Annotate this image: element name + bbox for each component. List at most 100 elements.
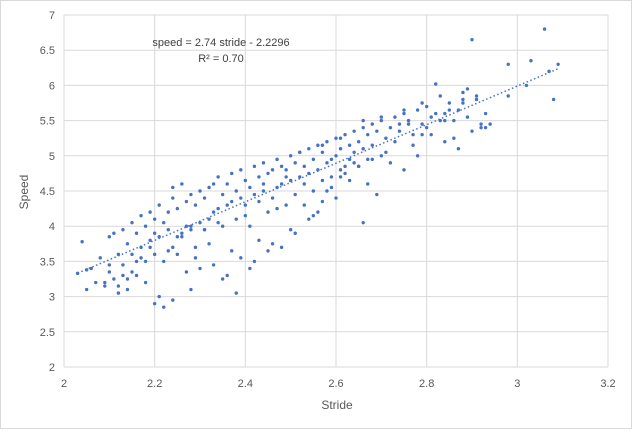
y-tick-label: 2.5 bbox=[40, 327, 55, 339]
scatter-point bbox=[465, 115, 470, 119]
scatter-point bbox=[465, 87, 470, 91]
scatter-point bbox=[94, 280, 98, 285]
scatter-point bbox=[325, 161, 329, 165]
scatter-point bbox=[370, 157, 374, 162]
scatter-point bbox=[275, 185, 279, 190]
data-points bbox=[75, 27, 560, 309]
scatter-point bbox=[193, 256, 198, 260]
scatter-point bbox=[220, 192, 225, 197]
y-tick-label: 3 bbox=[49, 292, 55, 304]
scatter-point bbox=[211, 182, 216, 186]
scatter-point bbox=[252, 192, 257, 197]
scatter-point bbox=[225, 203, 229, 207]
y-tick-label: 4.5 bbox=[40, 186, 55, 198]
scatter-point bbox=[107, 235, 112, 239]
scatter-point bbox=[266, 171, 270, 176]
scatter-point bbox=[447, 108, 452, 112]
scatter-point bbox=[334, 154, 338, 158]
scatter-point bbox=[316, 143, 320, 147]
scatter-point bbox=[261, 182, 266, 186]
scatter-point bbox=[148, 245, 152, 250]
scatter-point bbox=[474, 97, 479, 102]
y-tick-label: 5.5 bbox=[40, 116, 55, 128]
scatter-point bbox=[207, 242, 211, 246]
scatter-point bbox=[89, 266, 93, 271]
scatter-point bbox=[452, 118, 456, 123]
scatter-point bbox=[261, 189, 266, 193]
scatter-point bbox=[284, 168, 288, 172]
scatter-point bbox=[112, 277, 116, 281]
scatter-point bbox=[279, 182, 284, 186]
scatter-point bbox=[307, 217, 311, 221]
scatter-point bbox=[270, 168, 275, 172]
scatter-point bbox=[189, 228, 193, 232]
scatter-point bbox=[384, 136, 388, 140]
scatter-point bbox=[434, 111, 438, 116]
x-axis-title: Stride bbox=[321, 398, 353, 412]
scatter-point bbox=[320, 178, 325, 183]
scatter-point bbox=[434, 82, 438, 86]
scatter-point bbox=[316, 210, 320, 214]
y-tick-label: 6.5 bbox=[40, 45, 55, 57]
scatter-point bbox=[293, 192, 297, 197]
scatter-point bbox=[288, 178, 293, 183]
scatter-point bbox=[107, 270, 112, 274]
scatter-point bbox=[366, 132, 370, 137]
scatter-point bbox=[257, 199, 261, 204]
scatter-point bbox=[134, 231, 139, 235]
scatter-point bbox=[329, 157, 334, 162]
scatter-point bbox=[343, 132, 347, 137]
scatter-point bbox=[402, 108, 406, 112]
scatter-point bbox=[189, 192, 193, 197]
scatter-point bbox=[461, 101, 465, 105]
scatter-point bbox=[311, 213, 316, 218]
scatter-point bbox=[361, 125, 365, 130]
scatter-point bbox=[307, 147, 311, 151]
scatter-point bbox=[361, 220, 365, 225]
scatter-point bbox=[370, 143, 374, 147]
scatter-point bbox=[216, 206, 220, 211]
y-tick-label: 5 bbox=[49, 151, 55, 163]
scatter-point bbox=[375, 129, 379, 133]
scatter-point bbox=[429, 115, 433, 119]
scatter-point bbox=[447, 101, 452, 105]
scatter-point bbox=[488, 122, 492, 126]
scatter-point bbox=[103, 280, 107, 285]
scatter-point bbox=[388, 125, 393, 130]
scatter-point bbox=[329, 185, 334, 190]
scatter-point bbox=[171, 196, 175, 200]
scatter-point bbox=[551, 97, 556, 102]
scatter-point bbox=[352, 129, 356, 133]
scatter-point bbox=[157, 235, 161, 239]
scatter-point bbox=[130, 270, 134, 274]
scatter-point bbox=[162, 259, 166, 264]
scatter-point bbox=[338, 175, 343, 179]
scatter-point bbox=[98, 256, 102, 260]
scatter-point bbox=[248, 266, 252, 271]
y-tick-label: 4 bbox=[49, 221, 55, 233]
scatter-point bbox=[157, 294, 161, 299]
scatter-point bbox=[252, 164, 257, 169]
r-squared-label: R² = 0.70 bbox=[198, 53, 244, 65]
scatter-point bbox=[338, 168, 343, 172]
y-tick-label: 2 bbox=[49, 362, 55, 374]
scatter-point bbox=[116, 284, 121, 288]
scatter-point bbox=[320, 143, 325, 147]
scatter-point bbox=[239, 196, 243, 200]
scatter-point bbox=[270, 196, 275, 200]
x-tick-label: 3 bbox=[514, 378, 520, 390]
x-tick-label: 2.8 bbox=[419, 378, 434, 390]
scatter-point bbox=[121, 228, 125, 232]
scatter-point bbox=[116, 291, 121, 295]
scatter-point bbox=[293, 161, 297, 165]
scatter-point bbox=[80, 239, 84, 244]
scatter-point bbox=[180, 231, 184, 235]
y-axis-title: Speed bbox=[17, 175, 31, 210]
scatter-point bbox=[420, 132, 424, 137]
scatter-point bbox=[356, 140, 361, 144]
scatter-point bbox=[112, 231, 116, 235]
scatter-point bbox=[220, 224, 225, 228]
scatter-point bbox=[347, 178, 352, 183]
scatter-point bbox=[130, 220, 134, 225]
